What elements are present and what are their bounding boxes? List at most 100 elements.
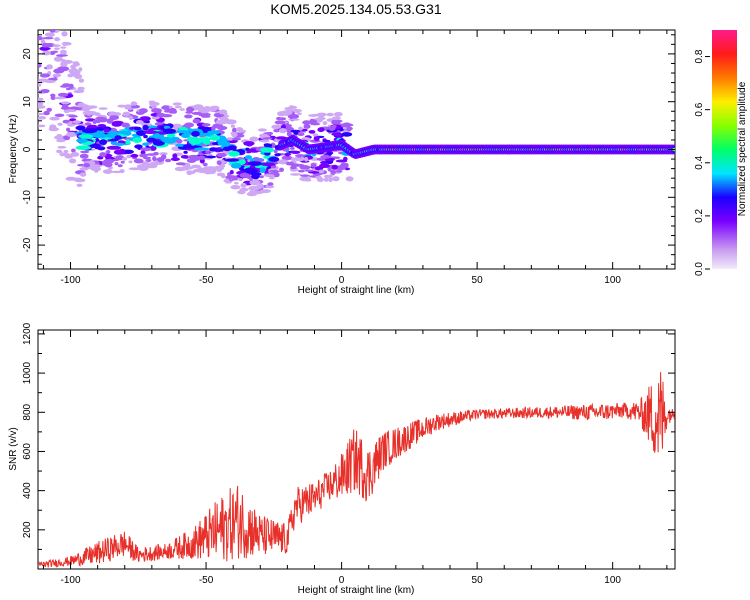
spectrogram-cell (142, 142, 149, 146)
spectrogram-cell (56, 149, 63, 154)
spectrogram-cell (67, 73, 74, 78)
spectrogram-cell (131, 105, 137, 109)
spectrogram-cell (44, 79, 56, 84)
spectrogram-cell (42, 50, 51, 56)
spectrogram-cell (145, 165, 158, 169)
spectrogram-cell (92, 166, 101, 172)
spectrogram-cell (293, 156, 306, 162)
spectrogram-cell (106, 145, 122, 150)
spectrogram-cell (289, 146, 295, 150)
spectrogram-cell (156, 112, 166, 118)
spectrogram-cell (226, 137, 235, 141)
spectrogram-cell (234, 181, 239, 185)
spectrogram-cell (136, 130, 147, 136)
spectrogram-cell (335, 170, 343, 173)
spectrogram-cell (205, 155, 217, 159)
spectrogram-cell (297, 132, 305, 137)
spectrogram-cell (77, 86, 85, 91)
spectrogram-cell (135, 120, 144, 125)
spectrogram-cell (43, 110, 50, 116)
spectrogram-cell (243, 141, 255, 146)
spectrogram-cell (207, 130, 221, 135)
spectrogram-cell (277, 159, 289, 165)
spectrogram-cell (180, 155, 189, 159)
spectrogram-cell (122, 111, 131, 117)
spectrogram-cell (61, 101, 70, 105)
spectrogram-cell (335, 165, 346, 171)
spectrogram-cell (191, 164, 202, 169)
spectrogram-cell (128, 167, 141, 171)
spectrogram-cell (273, 149, 278, 154)
spectrogram-cell (250, 172, 262, 177)
spectrogram-cell (38, 36, 43, 41)
spectrogram-cell (99, 152, 107, 158)
colorbar-tick-label: 0.0 (694, 262, 705, 276)
spectrogram-cell (80, 150, 90, 154)
spectrogram-cell (99, 139, 108, 145)
spectrogram-cell (194, 155, 206, 159)
spectrogram-cell (252, 190, 264, 195)
spectrogram-cell (61, 41, 72, 46)
spectrogram-cell (331, 116, 341, 121)
y-tick-label: 20 (22, 48, 33, 60)
spectrogram-cell (42, 89, 50, 94)
spectrogram-cell (290, 129, 301, 133)
spectrogram-cell (232, 127, 237, 133)
spectrogram-cell (260, 162, 276, 167)
spectrogram-cell (290, 165, 297, 170)
spectrogram-cell (128, 160, 133, 164)
colorbar-ticks: 0.0 0.2 0.4 0.6 0.8 (694, 49, 710, 276)
spectrogram-cell (130, 153, 139, 158)
spectrogram-cell (240, 182, 247, 188)
spectrogram-cell (308, 119, 317, 124)
spectrogram-cell (181, 133, 190, 139)
spectrogram-cell (73, 178, 86, 183)
spectrogram-cell (61, 59, 73, 64)
spectrogram-cell (78, 134, 94, 139)
spectrogram-cell (308, 114, 319, 117)
spectrogram-cell (239, 159, 246, 165)
spectrogram-xlabel: Height of straight line (km) (298, 285, 415, 296)
spectrogram-cell (259, 175, 264, 179)
spectrogram-cell (57, 122, 63, 126)
x-tick-label: 100 (604, 275, 621, 286)
spectrogram-cell (52, 73, 62, 78)
spectrogram-cell (117, 164, 123, 168)
spectrogram-cell (297, 112, 302, 116)
spectrogram-cell (161, 136, 172, 143)
spectrogram-cell (134, 144, 143, 149)
spectrogram-cell (60, 46, 67, 49)
spectrogram-cell (232, 137, 242, 141)
colorbar-tick-label: 0.4 (694, 155, 705, 169)
spectrogram-cell (142, 124, 149, 131)
x-tick-label: -100 (61, 575, 81, 586)
spectrogram-cell (249, 136, 259, 142)
spectrogram-cell (71, 148, 76, 153)
spectrogram-cell (267, 182, 274, 186)
spectrogram-cell (163, 128, 176, 134)
spectrogram-cell (54, 113, 65, 118)
spectrogram-cell (209, 147, 218, 152)
spectrogram-cell (133, 126, 142, 131)
spectrogram-cell (46, 64, 53, 70)
spectrogram-cell (49, 32, 54, 38)
spectrogram-cell (281, 155, 293, 161)
spectrogram-cell (78, 78, 85, 83)
spectrogram-cell (108, 131, 120, 136)
spectrogram-cell (40, 38, 46, 45)
spectrogram-cell (229, 170, 234, 175)
spectrogram-cell (342, 126, 347, 130)
spectrogram-cell (79, 172, 87, 177)
spectrogram-cell (330, 169, 337, 175)
spectrogram-cell (335, 132, 343, 137)
spectrogram-cell (78, 67, 83, 72)
spectrogram-cell (112, 158, 120, 162)
y-tick-label: 800 (22, 403, 33, 420)
spectrogram-cell (50, 95, 56, 100)
spectrogram-cell (117, 104, 126, 108)
spectrogram-cell (86, 110, 93, 116)
spectrogram-cell (201, 123, 211, 127)
spectrogram-cell (61, 31, 68, 37)
spectrogram-cell (192, 118, 201, 124)
spectrogram-cell (328, 177, 333, 183)
